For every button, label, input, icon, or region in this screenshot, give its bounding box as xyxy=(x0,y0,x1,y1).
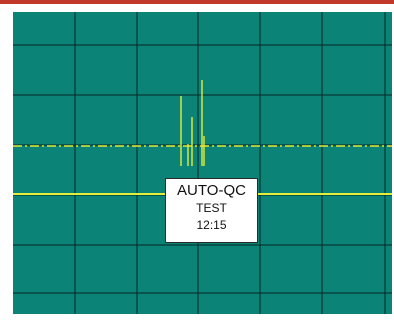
top-accent-bar xyxy=(0,0,394,4)
qc-label-title: AUTO-QC xyxy=(177,182,246,199)
qc-label-subtitle: TEST xyxy=(196,201,227,215)
auto-qc-label-box: AUTO-QC TEST 12:15 xyxy=(165,178,258,243)
qc-label-time: 12:15 xyxy=(196,218,227,232)
monitor-screen: AUTO-QC TEST 12:15 xyxy=(13,12,392,314)
signal-spikes xyxy=(180,80,205,166)
trace-display xyxy=(13,12,392,314)
